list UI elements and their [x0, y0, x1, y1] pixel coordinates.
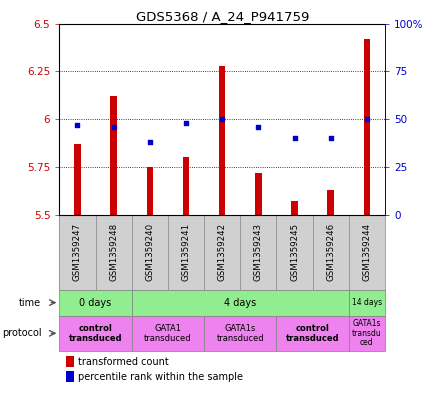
Text: protocol: protocol	[2, 328, 41, 338]
Bar	[74, 144, 81, 215]
Bar	[349, 290, 385, 316]
Text: 0 days: 0 days	[80, 298, 112, 308]
Text: GSM1359247: GSM1359247	[73, 223, 82, 281]
Bar	[147, 167, 153, 215]
Point	[327, 135, 334, 141]
Point	[147, 139, 154, 145]
Text: GATA1s
transduced: GATA1s transduced	[216, 324, 264, 343]
Text: percentile rank within the sample: percentile rank within the sample	[78, 372, 243, 382]
Text: GSM1359242: GSM1359242	[218, 223, 227, 281]
Text: GSM1359248: GSM1359248	[109, 223, 118, 281]
Text: GDS5368 / A_24_P941759: GDS5368 / A_24_P941759	[136, 10, 309, 23]
Text: control
transduced: control transduced	[286, 324, 339, 343]
Point	[363, 116, 370, 122]
Bar	[255, 173, 262, 215]
Text: GSM1359240: GSM1359240	[145, 223, 154, 281]
Text: GATA1s
transdu
ced: GATA1s transdu ced	[352, 319, 382, 347]
Bar	[59, 316, 132, 351]
Bar	[276, 316, 349, 351]
Text: GATA1
transduced: GATA1 transduced	[144, 324, 192, 343]
Point	[183, 120, 190, 126]
Point	[74, 122, 81, 128]
Bar	[132, 290, 349, 316]
Text: 14 days: 14 days	[352, 298, 382, 307]
Bar	[132, 316, 204, 351]
Text: GSM1359241: GSM1359241	[182, 223, 191, 281]
Bar	[327, 190, 334, 215]
Bar	[66, 371, 74, 382]
Bar	[363, 39, 370, 215]
Bar	[59, 290, 132, 316]
Text: time: time	[19, 298, 41, 308]
Bar	[66, 356, 74, 367]
Text: transformed count: transformed count	[78, 357, 169, 367]
Text: GSM1359243: GSM1359243	[254, 223, 263, 281]
Point	[110, 123, 117, 130]
Bar	[219, 66, 225, 215]
Text: 4 days: 4 days	[224, 298, 257, 308]
Text: GSM1359246: GSM1359246	[326, 223, 335, 281]
Text: GSM1359244: GSM1359244	[363, 223, 371, 281]
Bar	[110, 96, 117, 215]
Text: control
transduced: control transduced	[69, 324, 122, 343]
Bar	[349, 316, 385, 351]
Bar	[183, 157, 189, 215]
Point	[291, 135, 298, 141]
Point	[219, 116, 226, 122]
Text: GSM1359245: GSM1359245	[290, 223, 299, 281]
Point	[255, 123, 262, 130]
Bar	[291, 201, 298, 215]
Bar	[204, 316, 276, 351]
